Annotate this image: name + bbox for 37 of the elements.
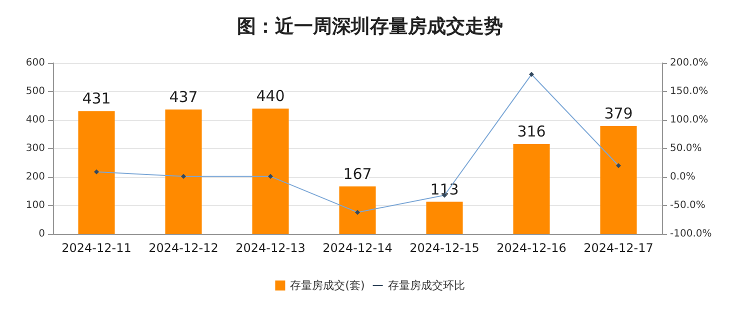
x-tick-label: 2024-12-15 xyxy=(410,241,480,255)
bar xyxy=(339,186,376,234)
bar xyxy=(513,144,550,234)
chart-title: 图：近一周深圳存量房成交走势 xyxy=(237,16,503,38)
data-label: 167 xyxy=(343,164,372,183)
legend-label: 存量房成交(套) xyxy=(290,279,365,292)
y-tick-label: 500 xyxy=(26,86,45,97)
y2-tick-label: -50.0% xyxy=(670,200,706,211)
y2-tick-label: 200.0% xyxy=(670,58,708,68)
y2-tick-label: 100.0% xyxy=(670,114,708,126)
x-tick-label: 2024-12-17 xyxy=(584,241,654,255)
y-tick-label: 400 xyxy=(26,114,45,126)
y-tick-label: 0 xyxy=(38,228,45,240)
y-tick-label: 600 xyxy=(26,58,45,68)
x-tick-label: 2024-12-16 xyxy=(496,241,566,255)
bar xyxy=(78,111,115,234)
y-tick-label: 300 xyxy=(26,143,45,154)
x-tick-label: 2024-12-12 xyxy=(148,241,218,255)
x-tick-label: 2024-12-11 xyxy=(62,241,132,255)
bar xyxy=(426,202,463,234)
legend-label: 存量房成交环比 xyxy=(388,279,465,292)
bar xyxy=(252,108,289,234)
y2-tick-label: 0.0% xyxy=(670,172,696,182)
data-label: 437 xyxy=(169,88,198,106)
y2-tick-label: 150.0% xyxy=(670,86,708,97)
data-label: 316 xyxy=(517,122,546,140)
bar xyxy=(600,126,637,234)
data-label: 440 xyxy=(256,87,285,106)
data-label: 379 xyxy=(604,104,633,122)
x-tick-label: 2024-12-14 xyxy=(322,241,392,255)
data-label: 431 xyxy=(82,90,111,108)
y2-tick-label: -100.0% xyxy=(670,228,712,240)
y2-tick-label: 50.0% xyxy=(670,143,702,154)
bar xyxy=(165,109,202,234)
x-tick-label: 2024-12-13 xyxy=(236,241,306,255)
y-tick-label: 100 xyxy=(26,200,45,211)
y-tick-label: 200 xyxy=(26,172,45,182)
